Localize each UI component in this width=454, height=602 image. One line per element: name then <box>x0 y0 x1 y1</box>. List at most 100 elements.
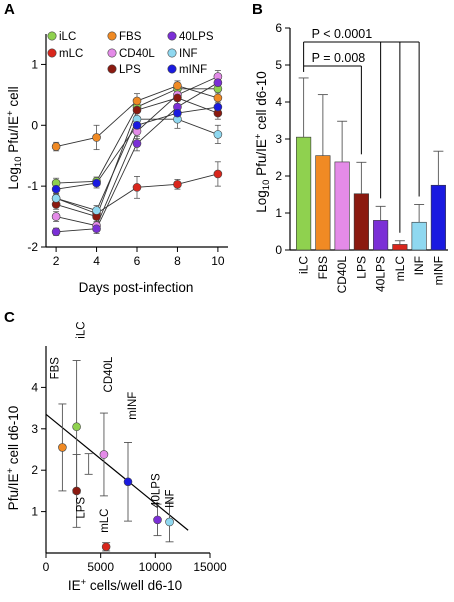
scatter-point-label-mINF: mINF <box>127 392 139 420</box>
panel-a-ytick-label: -1 <box>27 179 38 193</box>
panel-a-ytick-label: 1 <box>31 57 38 71</box>
panel-b-ytick-label: 6 <box>275 21 282 35</box>
panel-a-point-INF <box>213 130 223 139</box>
scatter-point-label-INF: INF <box>165 489 177 508</box>
panel-a-point-40LPS <box>51 227 61 237</box>
legend-marker-INF <box>167 48 177 58</box>
panel-c-xtick-label: 5000 <box>87 560 114 574</box>
panel-b-ylabel: Log10 Pfu/IE+ cell d6-10 <box>253 71 272 213</box>
bar-mINF <box>430 184 446 251</box>
panel-c-ytick-label: 2 <box>31 463 38 477</box>
panel-b-ytick-label: 4 <box>275 95 282 109</box>
panel-a-ytick-label: 0 <box>31 118 38 132</box>
scatter-point-INF <box>165 517 174 527</box>
panel-a-point-LPS <box>173 93 182 103</box>
panel-a-point-INF <box>92 206 101 215</box>
panel-b-category-label-mINF: mINF <box>431 256 445 285</box>
legend-label-mINF: mINF <box>179 64 207 76</box>
scatter-point-label-CD40L: CD40L <box>103 356 115 392</box>
legend-label-40LPS: 40LPS <box>179 31 214 43</box>
scatter-point-40LPS <box>153 515 162 525</box>
panel-b-category-label-mLC: mLC <box>393 256 407 282</box>
panel-b-category-label-FBS: FBS <box>316 256 330 279</box>
scatter-point-label-FBS: FBS <box>49 357 61 380</box>
panel-a-point-FBS <box>92 133 101 142</box>
scatter-point-LPS <box>72 486 81 496</box>
scatter-point-label-40LPS: 40LPS <box>151 473 163 508</box>
bar-40LPS <box>373 220 389 251</box>
panel-a-xtick-label: 10 <box>211 254 225 268</box>
panel-a-point-40LPS <box>213 78 223 87</box>
panel-a-xtick-label: 4 <box>93 254 100 268</box>
bar-iLC <box>296 136 312 251</box>
panel-a-ytick-label: -2 <box>27 240 38 254</box>
scatter-point-mINF <box>123 477 133 487</box>
panel-a-point-INF <box>51 194 61 203</box>
panel-a-ylabel: Log10 Pfu/IE+ cell <box>5 86 24 189</box>
scatter-point-CD40L <box>99 450 109 459</box>
scatter-point-label-LPS: LPS <box>76 497 88 519</box>
legend-marker-FBS <box>107 31 117 41</box>
panel-a-point-FBS <box>51 142 61 151</box>
legend-marker-40LPS <box>167 31 177 41</box>
panel-a-point-FBS <box>132 96 142 106</box>
panel-a-chart: Log10 Pfu/IE+ cell Days post-infection -… <box>5 31 228 295</box>
bar-mLC <box>392 244 408 251</box>
panel-a-point-mINF <box>173 108 182 118</box>
panel-a-point-40LPS <box>92 224 101 234</box>
panel-b-ytick-label: 3 <box>275 132 282 146</box>
panel-a-point-FBS <box>173 81 182 91</box>
panel-b-category-label-CD40L: CD40L <box>335 256 349 294</box>
scatter-point-label-mLC: mLC <box>99 509 111 533</box>
panel-a-point-mLC <box>132 183 142 192</box>
bar-INF <box>411 221 427 251</box>
panel-c-ytick-label: 3 <box>31 422 38 436</box>
panel-b-category-label-iLC: iLC <box>297 256 311 274</box>
panel-b-ytick-label: 2 <box>275 169 282 183</box>
panel-b-category-label-40LPS: 40LPS <box>374 256 388 292</box>
panel-a-point-mINF <box>213 102 223 112</box>
panel-letter-b: B <box>252 1 263 18</box>
panel-letter-a: A <box>4 1 15 18</box>
panel-b-ytick-label: 0 <box>275 243 282 257</box>
legend-marker-iLC <box>47 31 57 41</box>
panel-c-ytick-label: 1 <box>31 505 38 519</box>
panel-c-xlabel: IE+ cells/well d6-10 <box>68 577 182 593</box>
panel-a-xtick-label: 2 <box>53 254 60 268</box>
scatter-point-iLC <box>72 422 81 432</box>
regression-line <box>45 413 189 531</box>
panel-c-ylabel: Pfu/IE+ cell d6-10 <box>5 406 21 511</box>
panel-a-point-LPS <box>132 105 142 115</box>
legend-marker-mLC <box>47 48 57 58</box>
legend-marker-mINF <box>167 64 177 74</box>
legend-marker-LPS <box>107 64 117 74</box>
panel-b-chart: Log10 Pfu/IE+ cell d6-10 0 1 2 3 4 5 6 iLC FBS CD… <box>253 21 448 293</box>
panel-c-chart: Pfu/IE+ cell d6-10 IE+ cells/well d6-10 … <box>5 321 227 593</box>
panel-c-xtick-label: 15000 <box>193 560 227 574</box>
panel-a-xlabel: Days post-infection <box>79 280 194 295</box>
bar-CD40L <box>334 161 350 251</box>
panel-b-ytick-label: 1 <box>275 206 282 220</box>
legend-label-CD40L: CD40L <box>119 48 155 60</box>
panel-a-point-mLC <box>173 180 182 189</box>
panel-a-point-mINF <box>92 178 101 188</box>
panel-a-xtick-label: 8 <box>174 254 181 268</box>
panel-c-ytick-label: 4 <box>31 380 38 394</box>
panel-a-xtick-label: 6 <box>134 254 141 268</box>
legend-label-mLC: mLC <box>59 48 83 60</box>
panel-b-category-label-LPS: LPS <box>354 256 368 279</box>
bar-FBS <box>315 155 331 251</box>
bar-LPS <box>353 193 369 251</box>
panel-b-ytick-label: 5 <box>275 58 282 72</box>
legend-marker-CD40L <box>107 48 117 58</box>
legend-label-iLC: iLC <box>59 31 76 43</box>
legend-label-FBS: FBS <box>119 31 142 43</box>
panel-letter-c: C <box>4 309 15 326</box>
panel-c-xtick-label: 0 <box>43 560 50 574</box>
panel-a-point-CD40L <box>51 212 61 221</box>
scatter-point-FBS <box>58 443 67 452</box>
p-value-annotation: P = 0.008 <box>312 51 366 65</box>
panel-a-point-mINF <box>51 184 61 194</box>
panel-a-point-40LPS <box>132 139 142 148</box>
panel-a-point-mLC <box>213 169 223 179</box>
